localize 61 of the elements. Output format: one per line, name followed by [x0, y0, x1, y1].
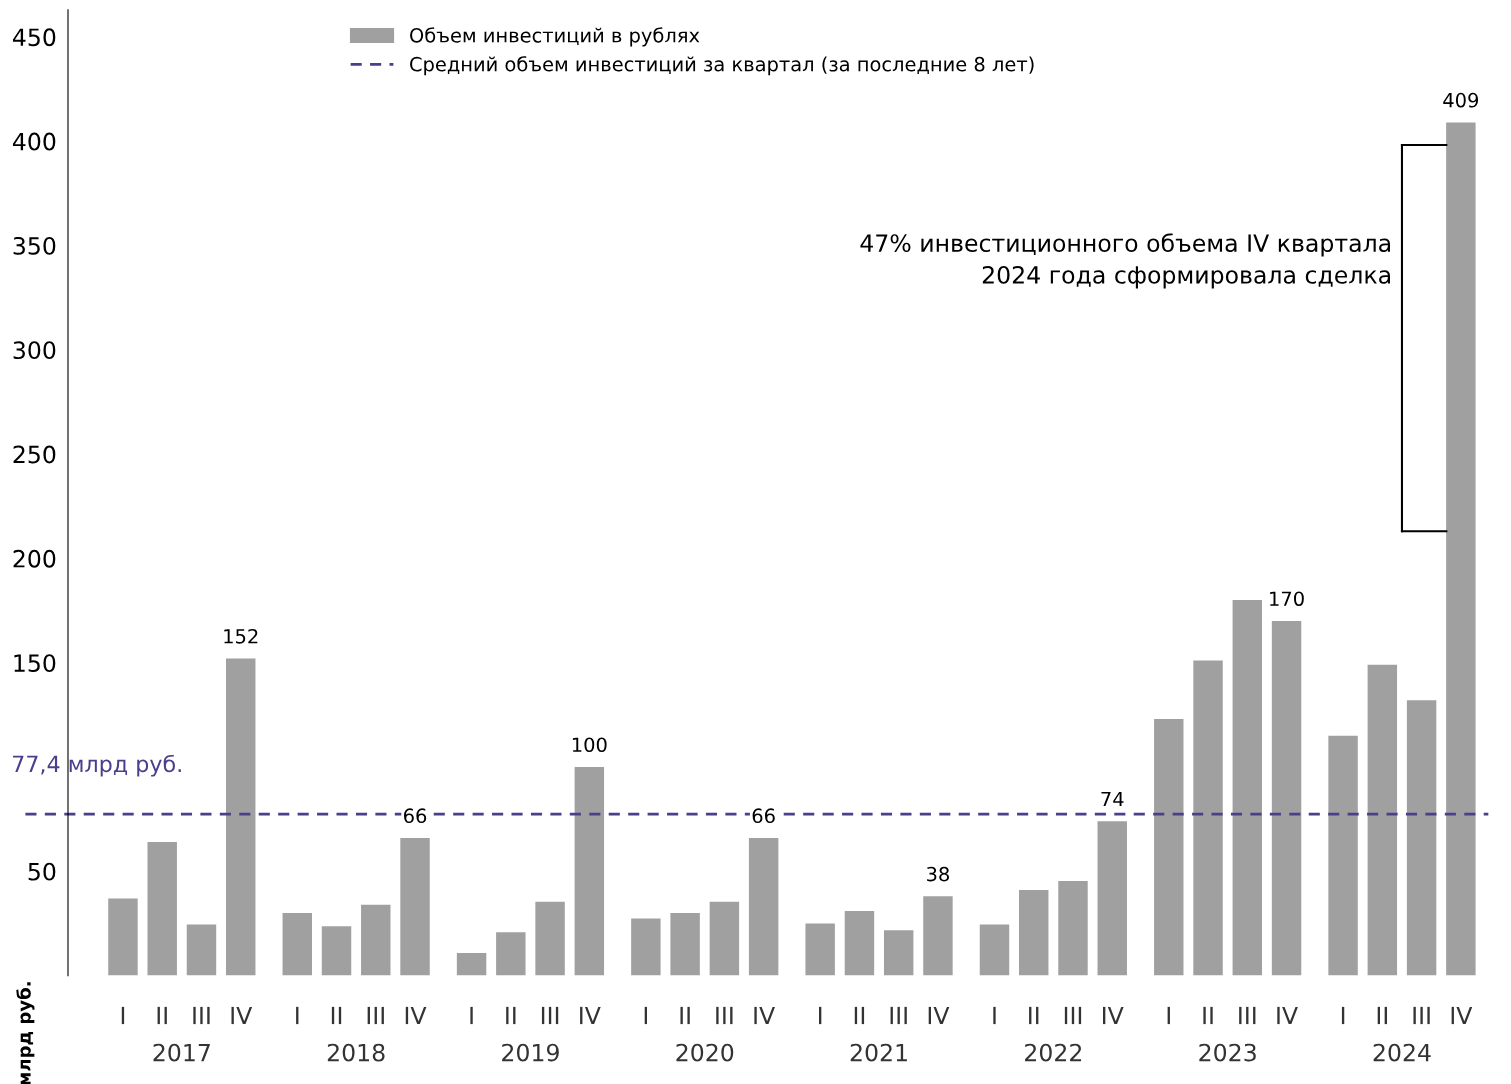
text: 2024: [1373, 1043, 1431, 1062]
y-tick-label: 450: [12, 28, 56, 47]
text: 2020: [676, 1043, 734, 1062]
x-tick-label: IV: [1451, 1006, 1473, 1025]
x-tick-label: III: [367, 1006, 384, 1025]
x-tick-label: II: [680, 1006, 690, 1025]
x-tick-label: I: [819, 1006, 822, 1025]
text: 2017: [153, 1043, 210, 1062]
data-label: 38: [927, 866, 949, 882]
x-tick-label: IV: [754, 1006, 775, 1025]
x-tick-label: I: [993, 1006, 996, 1025]
x-tick-label: II: [1203, 1006, 1213, 1025]
text: 2021: [850, 1043, 907, 1062]
x-tick-label: IV: [580, 1006, 601, 1025]
text: 2019: [502, 1043, 559, 1062]
y-tick-label: 250: [13, 445, 56, 464]
data-label: 152: [224, 628, 258, 644]
y-tick-label: 50: [28, 862, 56, 881]
x-tick-label: I: [1167, 1006, 1170, 1025]
text: 2018: [327, 1043, 385, 1062]
annotation: 77,4 млрд руб.: [13, 754, 181, 777]
data-label: 409: [1443, 92, 1479, 108]
x-tick-label: III: [1413, 1006, 1430, 1025]
data-label: 66: [404, 808, 427, 824]
x-tick-label: II: [506, 1006, 516, 1025]
x-tick-label: II: [1377, 1006, 1387, 1025]
y-tick-label: 150: [14, 654, 56, 672]
x-tick-label: III: [193, 1006, 210, 1025]
x-tick-label: I: [470, 1006, 473, 1025]
x-tick-label: III: [1239, 1006, 1256, 1025]
x-tick-label: I: [644, 1006, 648, 1025]
x-tick-label: IV: [1103, 1006, 1124, 1025]
data-label: 100: [572, 737, 607, 753]
x-tick-label: II: [331, 1006, 342, 1025]
x-tick-label: I: [1341, 1006, 1345, 1025]
y-tick-label: 200: [13, 549, 56, 568]
text: 2022: [1025, 1043, 1082, 1062]
annotation: 47% инвестиционного объема IV квартала 2024 года сформировала сделка: [860, 233, 1391, 289]
x-tick-label: II: [854, 1006, 865, 1025]
data-label: 74: [1101, 791, 1124, 807]
text: 2023: [1199, 1043, 1256, 1062]
x-tick-label: IV: [405, 1006, 427, 1025]
x-tick-label: III: [1064, 1006, 1082, 1025]
legend-label: Средний объем инвестиций за квартал (за последние 8 лет): [410, 56, 1034, 76]
y-tick-label: 350: [13, 236, 56, 255]
x-tick-label: I: [296, 1006, 299, 1025]
data-label: 66: [752, 808, 775, 824]
legend-label: Объем инвестиций в рублях: [410, 27, 700, 47]
data-label: 170: [1270, 591, 1304, 607]
x-tick-label: I: [121, 1006, 125, 1025]
y-tick-label: 300: [13, 341, 56, 360]
x-tick-label: III: [890, 1006, 907, 1025]
x-tick-label: II: [157, 1006, 167, 1025]
x-tick-label: II: [1029, 1006, 1039, 1025]
x-tick-label: IV: [928, 1006, 950, 1025]
x-tick-label: III: [716, 1006, 733, 1025]
y-axis-title: млрд руб.: [16, 982, 35, 1084]
y-tick-label: 400: [12, 132, 56, 151]
x-tick-label: IV: [231, 1006, 253, 1025]
x-tick-label: III: [541, 1006, 559, 1025]
x-tick-label: IV: [1277, 1006, 1298, 1025]
